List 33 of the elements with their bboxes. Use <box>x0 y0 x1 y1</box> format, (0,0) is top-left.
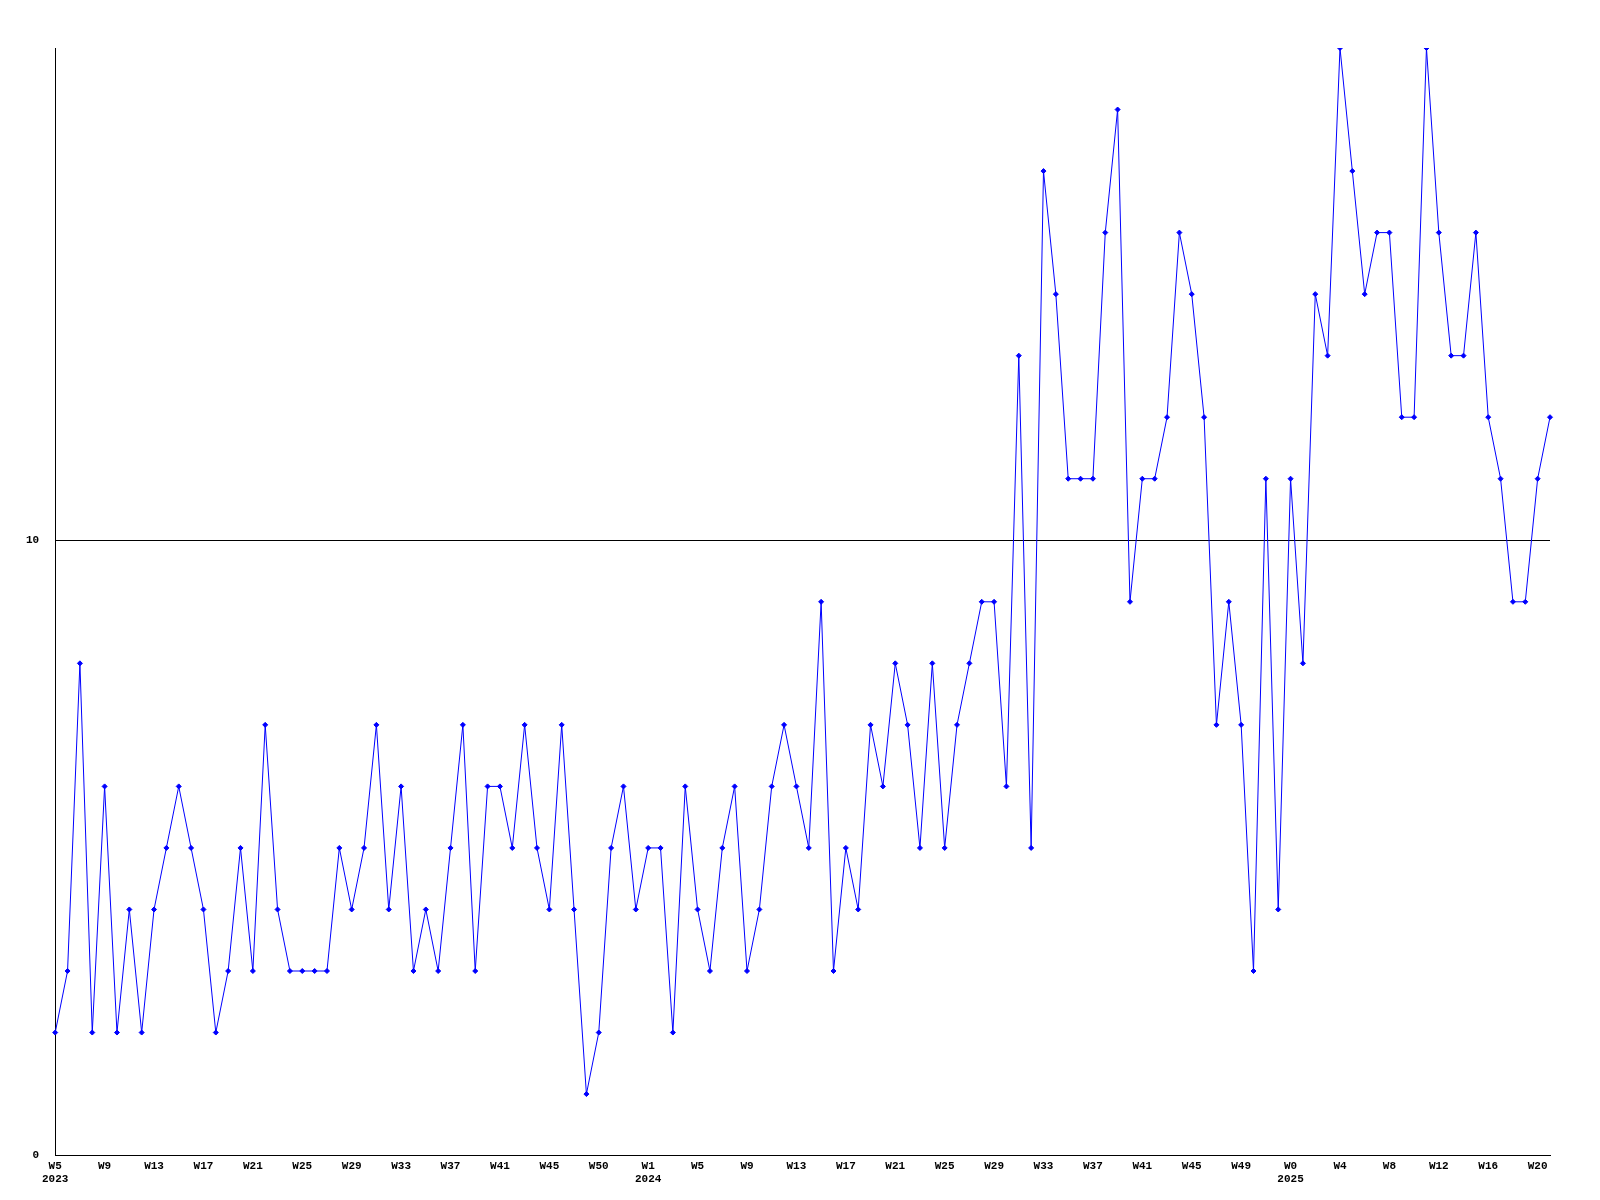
x-tick-label: W25 <box>934 1159 955 1172</box>
x-tick-label: W12 <box>1428 1159 1449 1172</box>
x-tick-label: W21 <box>885 1159 906 1172</box>
y-tick-label: 0 <box>32 1149 40 1162</box>
x-tick-label: W9 <box>740 1159 754 1172</box>
x-tick-label: W9 <box>98 1159 112 1172</box>
x-tick-label: W33 <box>391 1159 412 1172</box>
x-tick-label: W17 <box>193 1159 214 1172</box>
x-tick-label: W1 2024 <box>634 1159 662 1186</box>
x-tick-label: W16 <box>1478 1159 1499 1172</box>
x-tick-label: W41 <box>1132 1159 1153 1172</box>
x-tick-label: W45 <box>1181 1159 1203 1172</box>
x-tick-label: W5 2023 <box>42 1159 69 1186</box>
x-tick-label: W5 <box>690 1159 705 1172</box>
x-tick-label: W17 <box>835 1159 856 1172</box>
x-tick-label: W21 <box>242 1159 264 1172</box>
x-tick-label: W13 <box>144 1159 165 1172</box>
y-tick-label: 10 <box>26 534 40 547</box>
x-tick-label: W45 <box>539 1159 560 1172</box>
x-tick-label: W20 <box>1527 1159 1548 1172</box>
x-tick-label: W8 <box>1382 1159 1397 1172</box>
x-tick-label: W13 <box>786 1159 807 1172</box>
x-tick-label: W33 <box>1033 1159 1054 1172</box>
x-tick-label: W37 <box>1083 1159 1103 1172</box>
x-tick-label: W0 2025 <box>1277 1159 1305 1186</box>
x-tick-label: W29 <box>984 1159 1004 1172</box>
x-tick-label: W41 <box>490 1159 511 1172</box>
x-tick-label: W37 <box>440 1159 461 1172</box>
x-tick-label: W29 <box>341 1159 362 1172</box>
x-tick-label: W4 <box>1333 1159 1347 1172</box>
x-tick-label: W49 <box>1231 1159 1252 1172</box>
x-tick-label: W25 <box>292 1159 313 1172</box>
x-tick-label: W50 <box>588 1159 609 1172</box>
